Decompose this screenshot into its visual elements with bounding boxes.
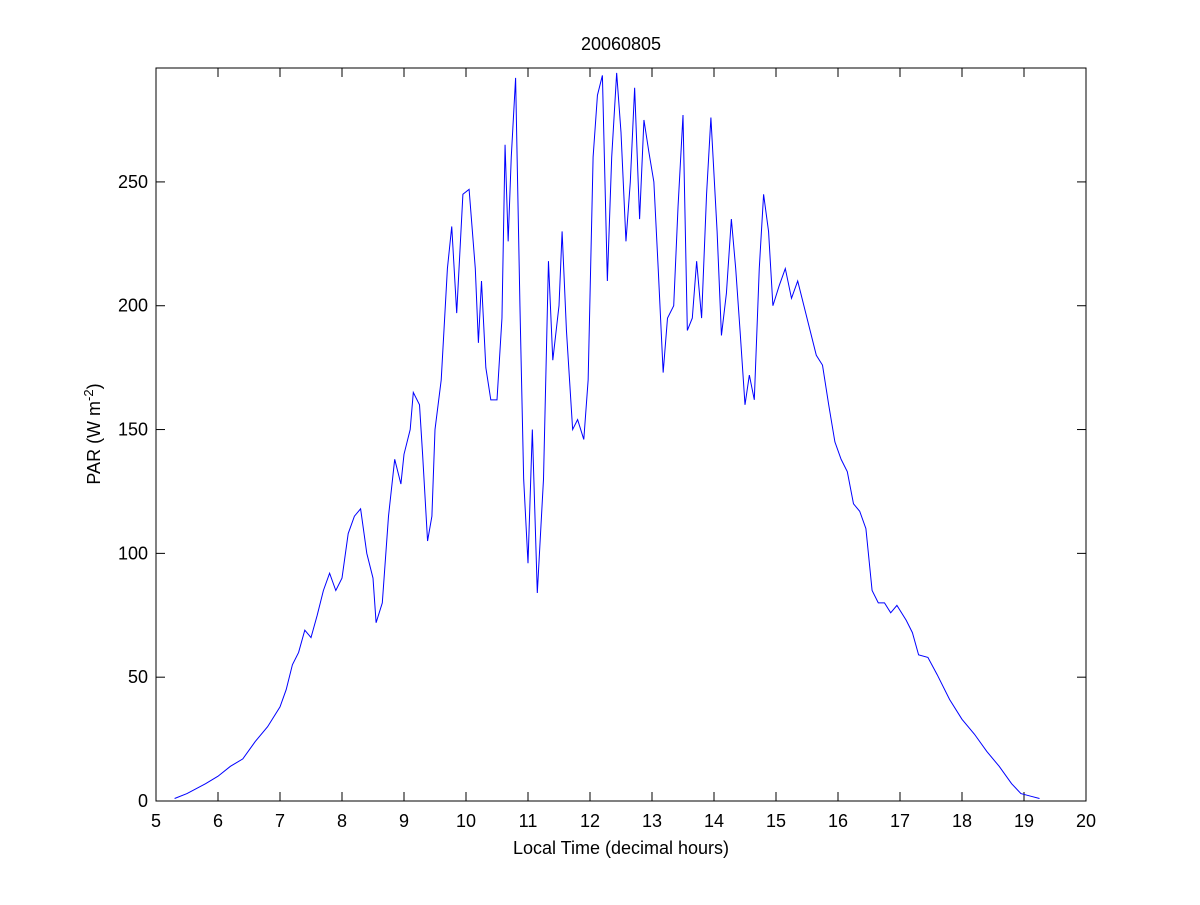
x-tick-label: 7 bbox=[275, 811, 285, 831]
data-line bbox=[174, 72, 1040, 800]
y-label-text: ) bbox=[84, 383, 104, 389]
y-tick-label: 200 bbox=[118, 296, 148, 316]
x-tick-label: 12 bbox=[580, 811, 600, 831]
plot-area bbox=[155, 67, 1087, 802]
y-tick-label: 100 bbox=[118, 543, 148, 563]
x-tick-label: 15 bbox=[766, 811, 786, 831]
x-tick-label: 18 bbox=[952, 811, 972, 831]
y-tick-label: 0 bbox=[138, 791, 148, 811]
x-axis-label: Local Time (decimal hours) bbox=[513, 838, 729, 858]
y-axis-label: PAR (W m-2) bbox=[81, 383, 104, 484]
y-tick-label: 50 bbox=[128, 667, 148, 687]
x-tick-label: 16 bbox=[828, 811, 848, 831]
x-tick-label: 11 bbox=[519, 811, 538, 831]
y-label-exponent: -2 bbox=[81, 389, 96, 401]
x-tick-label: 10 bbox=[456, 811, 476, 831]
chart-title: 20060805 bbox=[581, 34, 661, 54]
x-tick-label: 20 bbox=[1076, 811, 1096, 831]
x-tick-label: 9 bbox=[399, 811, 409, 831]
x-tick-label: 6 bbox=[213, 811, 223, 831]
x-tick-label: 17 bbox=[890, 811, 910, 831]
y-tick-label: 150 bbox=[118, 420, 148, 440]
x-tick-label: 8 bbox=[337, 811, 347, 831]
x-tick-label: 14 bbox=[704, 811, 724, 831]
x-tick-label: 19 bbox=[1014, 811, 1034, 831]
x-tick-label: 5 bbox=[151, 811, 161, 831]
y-label-text: PAR (W m bbox=[84, 401, 104, 485]
y-tick-label: 250 bbox=[118, 172, 148, 192]
x-tick-label: 13 bbox=[642, 811, 662, 831]
